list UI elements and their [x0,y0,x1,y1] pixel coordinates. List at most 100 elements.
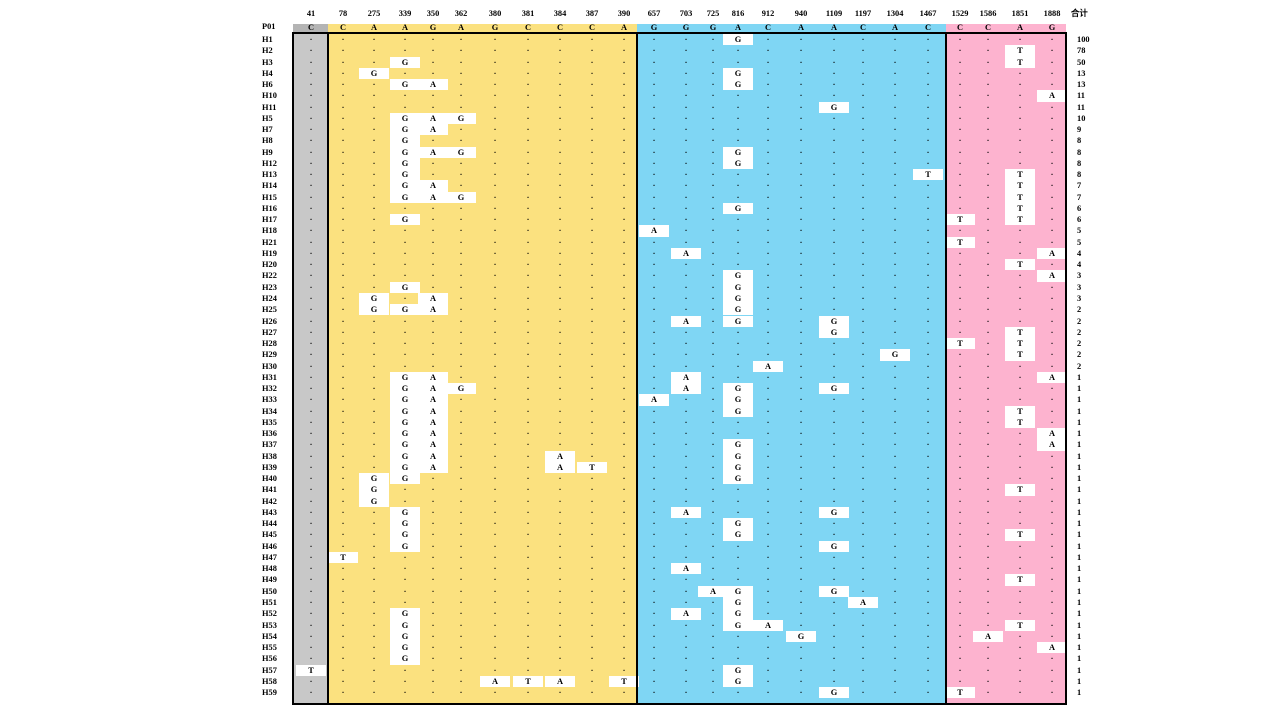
haplotype-label: H26 [262,316,277,326]
match-dot: · [861,68,865,78]
haplotype-label: H5 [262,113,273,123]
match-dot: · [736,339,740,349]
reference-row-background [637,24,946,33]
haplotype-label: H50 [262,586,277,596]
match-dot: · [590,57,594,67]
match-dot: · [799,102,803,112]
match-dot: · [986,507,990,517]
match-dot: · [711,451,715,461]
match-dot: · [309,305,313,315]
match-dot: · [459,417,463,427]
haplotype-label: H14 [262,181,277,191]
match-dot: · [893,282,897,292]
match-dot: · [372,113,376,123]
match-dot: · [341,136,345,146]
match-dot: · [431,248,435,258]
match-dot: · [736,552,740,562]
match-dot: · [341,620,345,630]
match-dot: · [403,35,407,44]
match-dot: · [684,519,688,529]
match-dot: · [431,68,435,78]
match-dot: · [799,192,803,202]
match-dot: · [622,609,626,619]
match-dot: · [958,665,962,675]
match-dot: · [341,237,345,247]
match-dot: · [652,305,656,315]
match-dot: · [372,440,376,450]
match-dot: · [986,429,990,439]
match-dot: · [711,462,715,472]
match-dot: · [711,395,715,405]
match-dot: · [766,665,770,675]
reference-base: A [1016,23,1024,32]
match-dot: · [590,519,594,529]
match-dot: · [893,170,897,180]
haplotype-label: H52 [262,609,277,619]
match-dot: · [1018,237,1022,247]
reference-base: A [401,23,409,32]
match-dot: · [986,91,990,101]
match-dot: · [558,654,562,664]
match-dot: · [493,485,497,495]
match-dot: · [1050,260,1054,270]
match-dot: · [403,496,407,506]
match-dot: · [590,395,594,405]
haplotype-count: 3 [1077,282,1082,292]
match-dot: · [736,226,740,236]
match-dot: · [590,316,594,326]
match-dot: · [341,271,345,281]
match-dot: · [711,643,715,653]
match-dot: · [986,350,990,360]
match-dot: · [958,102,962,112]
match-dot: · [431,609,435,619]
match-dot: · [403,688,407,698]
match-dot: · [309,620,313,630]
match-dot: · [372,372,376,382]
match-dot: · [526,102,530,112]
match-dot: · [309,552,313,562]
match-dot: · [372,429,376,439]
match-dot: · [652,620,656,630]
match-dot: · [986,260,990,270]
match-dot: · [1050,192,1054,202]
match-dot: · [832,417,836,427]
match-dot: · [1018,102,1022,112]
match-dot: · [711,282,715,292]
match-dot: · [341,361,345,371]
match-dot: · [622,654,626,664]
match-dot: · [558,293,562,303]
match-dot: · [893,147,897,157]
match-dot: · [590,35,594,44]
match-dot: · [493,327,497,337]
match-dot: · [526,429,530,439]
match-dot: · [459,462,463,472]
match-dot: · [711,350,715,360]
mutation-cell: G [390,608,420,620]
match-dot: · [558,339,562,349]
match-dot: · [986,609,990,619]
match-dot: · [893,293,897,303]
match-dot: · [766,541,770,551]
match-dot: · [558,271,562,281]
match-dot: · [766,282,770,292]
match-dot: · [622,316,626,326]
haplotype-label: H40 [262,474,277,484]
match-dot: · [1050,316,1054,326]
match-dot: · [341,609,345,619]
match-dot: · [893,541,897,551]
match-dot: · [526,192,530,202]
match-dot: · [652,643,656,653]
table-bottom-border [292,703,1067,705]
haplotype-label: H42 [262,496,277,506]
position-label: 390 [617,9,631,18]
match-dot: · [926,609,930,619]
mutation-cell: G [390,371,420,384]
match-dot: · [958,361,962,371]
match-dot: · [622,598,626,607]
match-dot: · [459,631,463,641]
match-dot: · [341,226,345,236]
match-dot: · [526,293,530,303]
match-dot: · [526,485,530,495]
match-dot: · [986,406,990,416]
haplotype-label: H37 [262,440,277,450]
